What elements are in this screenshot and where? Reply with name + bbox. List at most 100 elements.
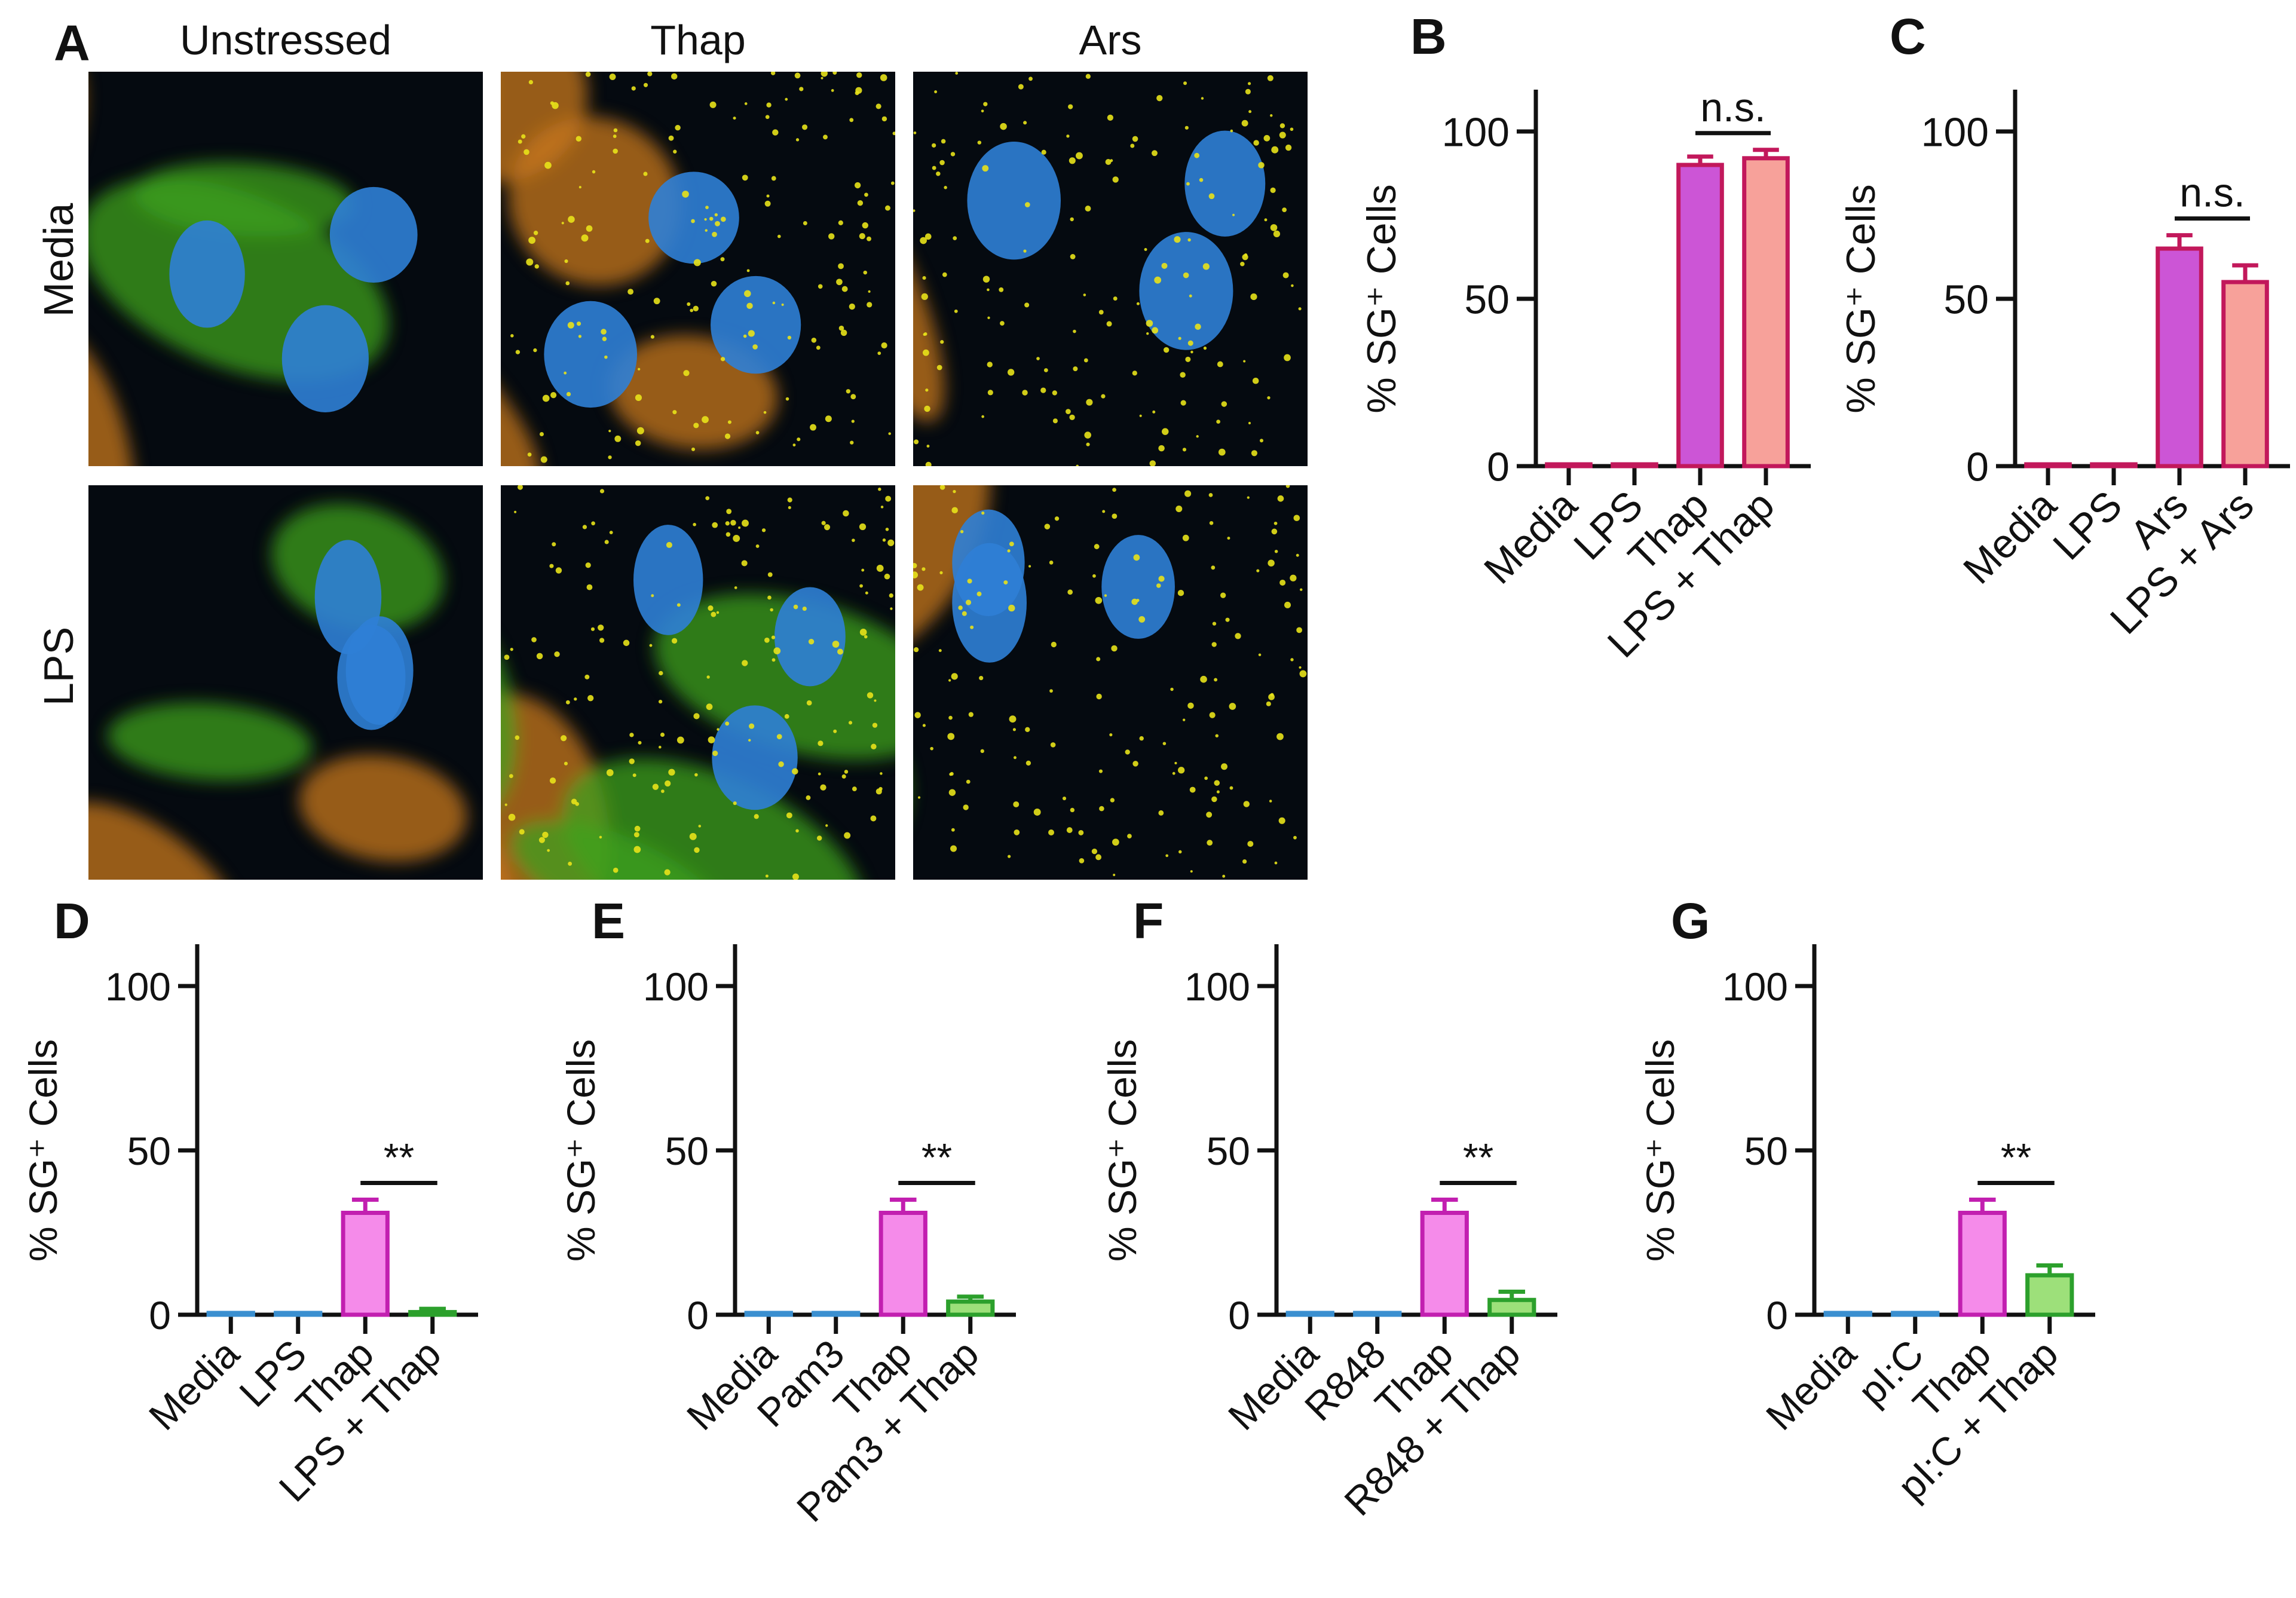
stress-granule [950, 152, 956, 157]
stress-granule [550, 392, 557, 399]
stress-granule [1218, 448, 1226, 456]
stress-granule [981, 415, 984, 418]
y-tick-label: 100 [1442, 109, 1510, 155]
stress-granule [720, 357, 725, 362]
stress-granule [720, 257, 725, 262]
stress-granule [792, 873, 799, 880]
stress-granule [1276, 733, 1284, 740]
stress-granule [1070, 254, 1076, 259]
stress-granule [1206, 812, 1213, 818]
stress-granule [924, 233, 932, 240]
y-tick-label: 0 [1966, 444, 1989, 489]
stress-granule [859, 584, 863, 588]
stress-granule [705, 206, 709, 210]
stress-granule [868, 290, 871, 293]
stress-granule [705, 229, 708, 232]
stress-granule [1036, 357, 1040, 360]
stress-granule [841, 774, 846, 779]
stress-granule [1211, 565, 1216, 570]
stress-granule [741, 560, 748, 567]
stress-granule [838, 263, 844, 270]
stress-granule [1207, 840, 1213, 846]
stress-granule [1182, 534, 1189, 541]
stress-granule [1235, 633, 1241, 639]
stress-granule [1054, 516, 1060, 521]
stress-granule [1264, 218, 1268, 222]
stress-granule [599, 638, 605, 643]
stress-granule [608, 430, 611, 433]
y-axis-label: % SG⁺ Cells [1359, 184, 1404, 414]
stress-granule [799, 87, 804, 91]
stress-granule [1172, 772, 1175, 775]
stress-granule [932, 166, 936, 170]
stress-granule [1273, 521, 1278, 525]
stress-granule [733, 534, 740, 542]
stress-granule [509, 774, 513, 779]
stress-granule [1187, 238, 1191, 242]
stress-granule [892, 131, 895, 136]
stress-granule [581, 234, 589, 242]
stress-granule [913, 131, 917, 134]
stress-granule [1048, 829, 1055, 835]
micrograph-media-ars [913, 72, 1308, 466]
stress-granule [767, 572, 773, 577]
stress-granule [880, 772, 883, 775]
panel-letter-c: C [1890, 8, 1926, 65]
stress-granule [808, 638, 815, 645]
stress-granule [528, 237, 536, 244]
stress-granule [565, 700, 570, 705]
stress-granule [1184, 490, 1192, 497]
nucleus [329, 186, 418, 283]
stress-granule [1285, 144, 1292, 151]
stress-granule [576, 321, 581, 326]
stress-granule [840, 329, 847, 336]
stress-granule [1189, 294, 1192, 298]
stress-granule [1202, 263, 1210, 270]
stress-granule [633, 846, 641, 853]
stress-granule [951, 673, 958, 680]
stress-granule [1170, 687, 1174, 691]
stress-granule [913, 562, 917, 568]
stress-granule [865, 591, 868, 595]
stress-granule [1290, 127, 1294, 131]
stress-granule [1243, 801, 1250, 807]
stress-granule [1049, 689, 1053, 693]
stress-granule [954, 309, 958, 313]
stress-granule [1208, 193, 1215, 200]
stress-granule [1299, 666, 1302, 669]
nucleus [1101, 535, 1175, 639]
stress-granule [1111, 645, 1118, 652]
bar-media [1545, 462, 1593, 469]
nucleus [967, 141, 1061, 260]
stress-granule [1110, 159, 1113, 163]
cell-body [913, 485, 990, 664]
stress-granule [1041, 149, 1046, 155]
column-label-ars: Ars [1079, 17, 1142, 63]
stress-granule [850, 394, 856, 400]
column-label-thap: Thap [650, 17, 746, 63]
stress-granule [744, 290, 751, 298]
y-tick-label: 0 [1766, 1293, 1788, 1337]
stress-granule [1174, 236, 1181, 243]
stress-granule [604, 540, 609, 544]
stress-granule [926, 445, 930, 448]
stress-granule [824, 524, 831, 531]
stress-granule [528, 79, 534, 85]
stress-granule [521, 134, 526, 139]
stress-granule [651, 594, 654, 598]
y-axis-label: % SG⁺ Cells [559, 1039, 603, 1262]
stress-granule [772, 658, 776, 662]
stress-granule [1044, 524, 1051, 529]
stress-granule [733, 801, 737, 806]
stress-granule [1025, 760, 1031, 766]
stress-granule [1266, 701, 1271, 706]
stress-granule [921, 293, 928, 300]
stress-granule [694, 773, 698, 777]
stress-granule [1183, 718, 1186, 721]
stress-granule [715, 221, 720, 226]
stress-granule [687, 302, 691, 306]
stress-granule [1079, 858, 1085, 864]
stress-granule [638, 740, 642, 745]
stress-granule [585, 72, 591, 77]
